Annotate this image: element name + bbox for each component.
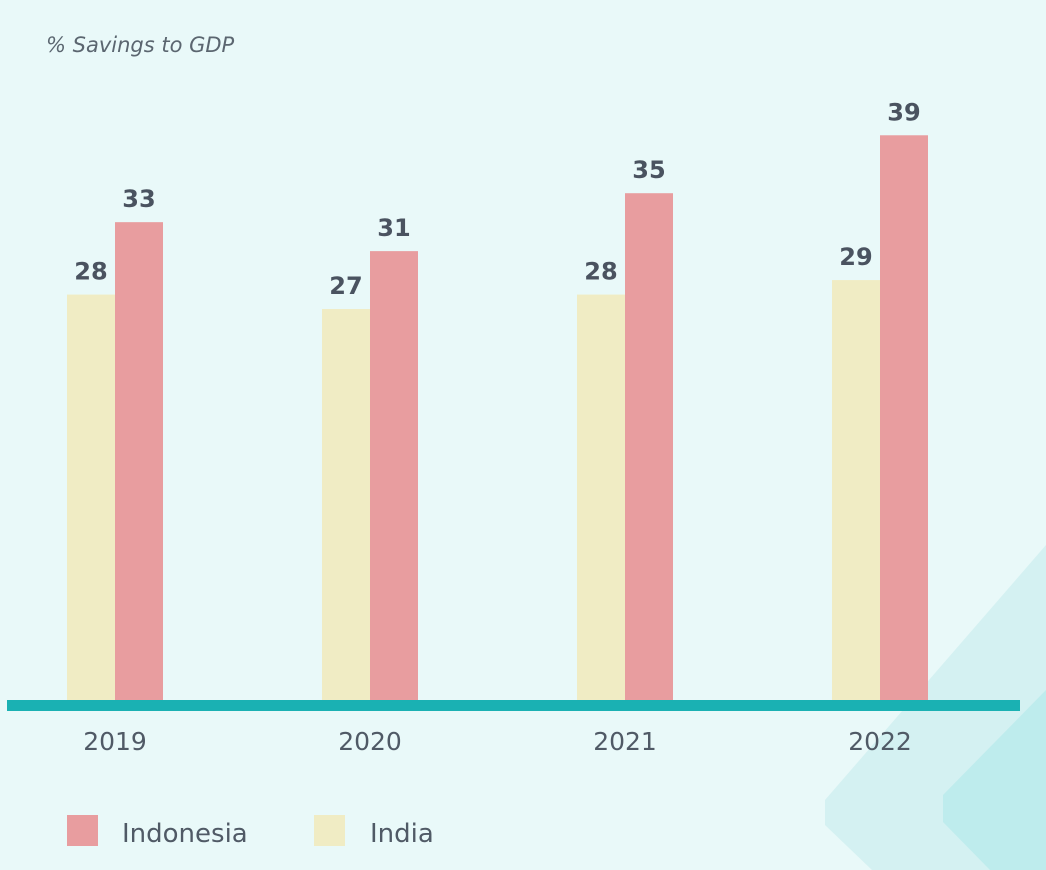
value-label-indonesia-2020: 31	[377, 214, 410, 242]
legend-label-indonesia: Indonesia	[122, 819, 248, 849]
bars-layer	[67, 135, 928, 700]
bar-indonesia-2020	[370, 251, 418, 700]
value-label-india-2019: 28	[74, 258, 107, 286]
bar-india-2021	[577, 294, 625, 700]
legend-swatch-india	[314, 815, 345, 846]
x-tick-label-2022: 2022	[848, 727, 912, 756]
bar-india-2019	[67, 294, 115, 700]
value-label-indonesia-2022: 39	[887, 98, 920, 126]
value-label-indonesia-2021: 35	[632, 156, 665, 184]
value-label-india-2021: 28	[584, 258, 617, 286]
legend-label-india: India	[370, 819, 434, 849]
value-label-indonesia-2019: 33	[122, 185, 155, 213]
legend-swatch-indonesia	[67, 815, 98, 846]
legend: Indonesia India	[67, 815, 434, 849]
x-axis-line	[7, 700, 1020, 711]
value-label-india-2022: 29	[839, 243, 872, 271]
value-label-india-2020: 27	[329, 272, 362, 300]
bar-india-2022	[832, 280, 880, 700]
x-tick-labels: 2019 2020 2021 2022	[83, 727, 912, 756]
bar-india-2020	[322, 309, 370, 700]
bar-indonesia-2021	[625, 193, 673, 700]
bar-indonesia-2022	[880, 135, 928, 700]
x-tick-label-2020: 2020	[338, 727, 402, 756]
decor-shape-small	[943, 690, 1046, 870]
x-tick-label-2019: 2019	[83, 727, 147, 756]
chart-title: % Savings to GDP	[46, 33, 235, 57]
x-tick-label-2021: 2021	[593, 727, 657, 756]
bar-indonesia-2019	[115, 222, 163, 700]
value-labels-layer: 28 33 27 31 28 35 29 39	[74, 98, 920, 300]
